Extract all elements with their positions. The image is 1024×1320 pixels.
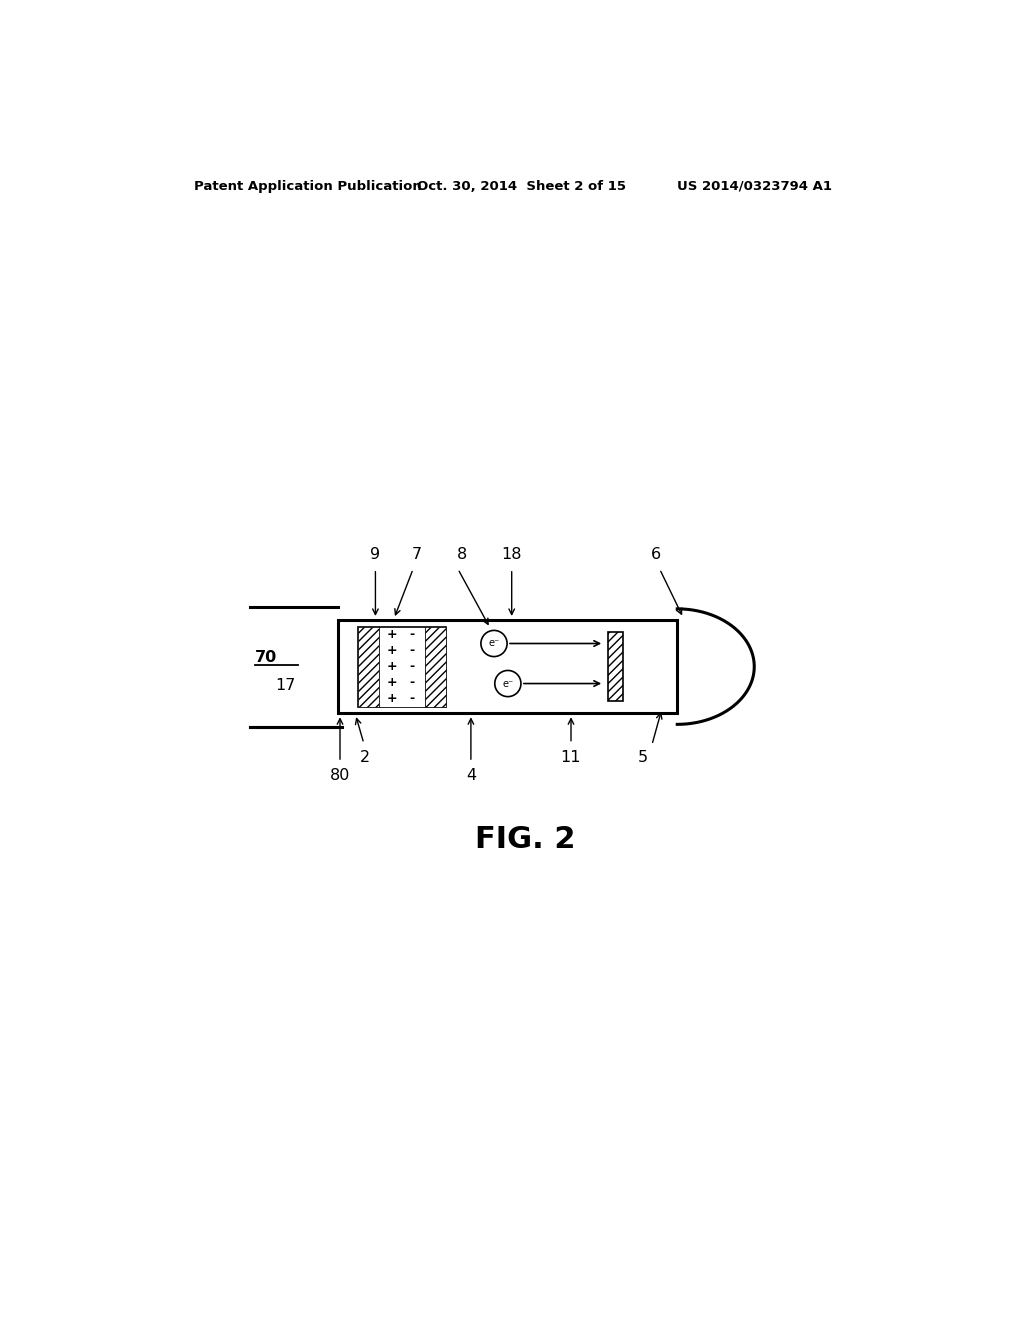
Text: -: -	[410, 676, 415, 689]
Text: 6: 6	[650, 548, 660, 562]
Text: 5: 5	[638, 750, 647, 766]
Text: 4: 4	[466, 768, 476, 784]
Text: -: -	[410, 628, 415, 642]
Circle shape	[495, 671, 521, 697]
Bar	[339, 620, 677, 713]
Bar	[425, 627, 446, 706]
Text: 8: 8	[457, 548, 467, 562]
Text: +: +	[387, 644, 397, 657]
Text: -: -	[410, 692, 415, 705]
Text: 80: 80	[330, 768, 350, 784]
Text: 18: 18	[502, 548, 522, 562]
Bar	[357, 627, 446, 706]
Text: e⁻: e⁻	[503, 678, 513, 689]
Text: +: +	[387, 676, 397, 689]
Text: -: -	[410, 660, 415, 673]
Text: Oct. 30, 2014  Sheet 2 of 15: Oct. 30, 2014 Sheet 2 of 15	[417, 180, 626, 193]
Text: 17: 17	[275, 678, 296, 693]
Text: FIG. 2: FIG. 2	[474, 825, 575, 854]
Bar	[608, 632, 624, 701]
Text: +: +	[387, 628, 397, 642]
Text: 7: 7	[412, 548, 422, 562]
Text: US 2014/0323794 A1: US 2014/0323794 A1	[677, 180, 833, 193]
Text: +: +	[387, 692, 397, 705]
Text: Patent Application Publication: Patent Application Publication	[194, 180, 422, 193]
Text: 70: 70	[255, 649, 278, 665]
Text: +: +	[387, 660, 397, 673]
Text: e⁻: e⁻	[488, 639, 500, 648]
Text: 11: 11	[561, 750, 582, 766]
Bar	[357, 627, 379, 706]
Text: 2: 2	[360, 750, 371, 766]
Text: -: -	[410, 644, 415, 657]
Text: 9: 9	[371, 548, 381, 562]
Circle shape	[481, 631, 507, 656]
Bar	[379, 627, 425, 706]
